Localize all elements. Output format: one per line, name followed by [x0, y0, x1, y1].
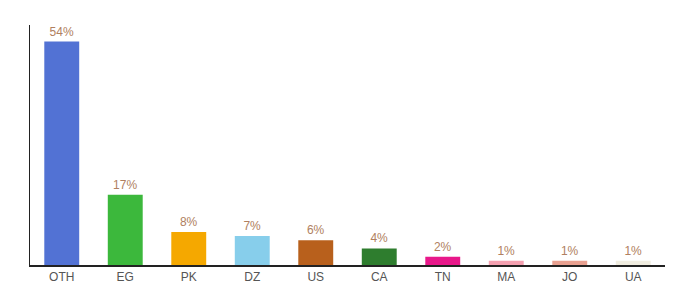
- svg-text:4%: 4%: [370, 231, 388, 245]
- svg-text:6%: 6%: [307, 223, 325, 237]
- svg-text:US: US: [307, 270, 324, 284]
- svg-text:PK: PK: [181, 270, 197, 284]
- svg-text:1%: 1%: [497, 244, 515, 258]
- svg-text:17%: 17%: [113, 178, 137, 192]
- svg-text:JO: JO: [562, 270, 577, 284]
- svg-text:7%: 7%: [243, 219, 261, 233]
- svg-text:2%: 2%: [434, 240, 452, 254]
- svg-text:DZ: DZ: [244, 270, 260, 284]
- svg-text:8%: 8%: [180, 215, 198, 229]
- svg-text:1%: 1%: [624, 244, 642, 258]
- svg-text:TN: TN: [435, 270, 451, 284]
- svg-text:UA: UA: [625, 270, 642, 284]
- svg-text:EG: EG: [117, 270, 134, 284]
- svg-text:CA: CA: [371, 270, 388, 284]
- svg-text:1%: 1%: [561, 244, 579, 258]
- svg-text:MA: MA: [497, 270, 515, 284]
- svg-text:OTH: OTH: [49, 270, 74, 284]
- svg-text:54%: 54%: [50, 25, 74, 39]
